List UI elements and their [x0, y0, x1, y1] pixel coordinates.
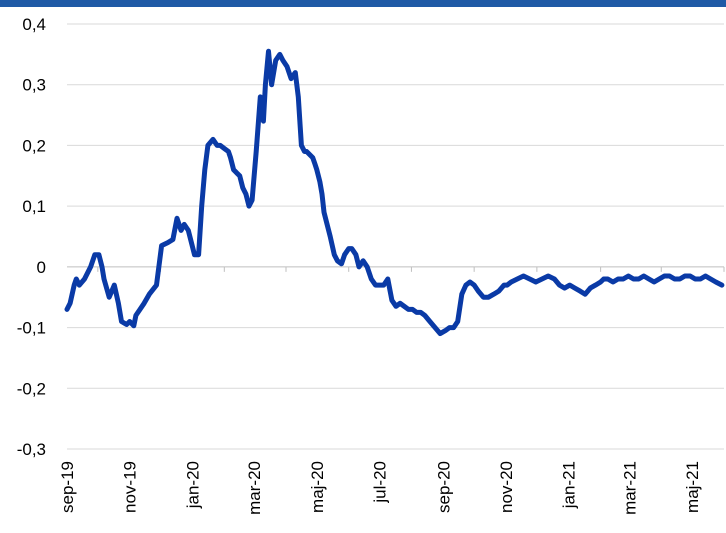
x-tick-label: sep-20 — [434, 461, 453, 513]
y-axis-tick-labels: 0,4 0,3 0,2 0,1 0 -0,1 -0,2 -0,3 — [17, 15, 46, 459]
x-tick-label: sep-19 — [58, 461, 77, 513]
x-tick-label: maj-20 — [308, 461, 327, 513]
y-tick-label: 0 — [37, 258, 46, 277]
x-axis-tick-labels: sep-19 nov-19 jan-20 mar-20 maj-20 jul-20 sep-… — [58, 461, 702, 515]
y-tick-label: 0,3 — [22, 76, 46, 95]
x-tick-label: jan-20 — [183, 461, 202, 509]
x-tick-label: mar-21 — [620, 461, 639, 515]
y-tick-label: 0,1 — [22, 197, 46, 216]
y-tick-label: 0,4 — [22, 15, 46, 34]
y-tick-label: -0,1 — [17, 319, 46, 338]
x-tick-label: nov-20 — [497, 461, 516, 513]
top-accent-bar — [0, 0, 726, 7]
x-tick-label: mar-20 — [245, 461, 264, 515]
x-tick-label: nov-19 — [121, 461, 140, 513]
y-tick-label: -0,2 — [17, 379, 46, 398]
x-tick-label: jul-20 — [371, 461, 390, 504]
y-tick-label: -0,3 — [17, 440, 46, 459]
y-tick-label: 0,2 — [22, 136, 46, 155]
x-tick-label: jan-21 — [560, 461, 579, 509]
gridlines — [67, 23, 724, 450]
series-line — [64, 48, 725, 337]
x-tick-label: maj-21 — [683, 461, 702, 513]
x-axis — [67, 266, 725, 272]
